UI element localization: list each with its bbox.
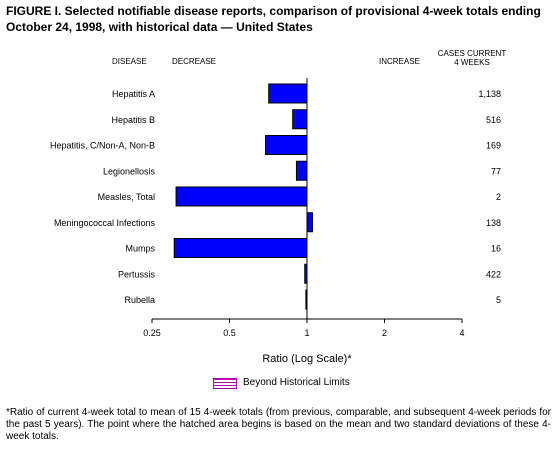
header-cases-line2: 4 WEEKS [454, 58, 490, 67]
bar [292, 109, 308, 130]
category-label: Hepatitis A [112, 89, 155, 99]
x-tick-label: 4 [459, 328, 464, 338]
legend-label: Beyond Historical Limits [243, 377, 350, 388]
legend: Beyond Historical Limits [213, 377, 350, 389]
cases-value: 138 [486, 218, 501, 228]
legend-swatch-hatched [213, 377, 237, 389]
category-label: Mumps [125, 244, 155, 254]
x-axis: 0.25 0.5 1 2 4 [143, 78, 465, 338]
bar [306, 212, 313, 233]
cases-value: 16 [491, 244, 501, 254]
chart-area: DISEASE DECREASE INCREASE CASES CURRENT … [50, 49, 507, 365]
category-label: Hepatitis B [111, 115, 155, 125]
cases-value: 2 [496, 192, 501, 202]
cases-value: 422 [486, 269, 501, 279]
cases-value: 77 [491, 166, 501, 176]
bar [173, 238, 308, 258]
category-label: Rubella [124, 295, 155, 305]
cases-value: 5 [496, 295, 501, 305]
chart-title: FIGURE I. Selected notifiable disease re… [6, 4, 541, 34]
bar [268, 83, 308, 104]
bar [175, 186, 308, 207]
bar [265, 135, 308, 155]
cases-value: 169 [486, 141, 501, 151]
category-label: Hepatitis, C/Non-A, Non-B [50, 141, 155, 151]
category-label: Pertussis [118, 269, 156, 279]
footnote: *Ratio of current 4-week total to mean o… [6, 407, 551, 442]
x-tick-label: 0.25 [143, 328, 161, 338]
category-label: Measles, Total [98, 192, 155, 202]
x-axis-label: Ratio (Log Scale)* [262, 353, 352, 365]
x-tick-label: 2 [382, 328, 387, 338]
header-increase: INCREASE [379, 57, 420, 66]
header-decrease: DECREASE [172, 57, 216, 66]
category-label: Meningococcal Infections [54, 218, 156, 228]
x-tick-label: 1 [304, 328, 309, 338]
header-disease: DISEASE [112, 57, 147, 66]
x-tick-label: 0.5 [223, 328, 236, 338]
cases-value: 1,138 [478, 89, 501, 99]
header-cases-line1: CASES CURRENT [438, 49, 507, 58]
bar [295, 160, 308, 181]
cases-value: 516 [486, 115, 501, 125]
category-label: Legionellosis [103, 166, 156, 176]
